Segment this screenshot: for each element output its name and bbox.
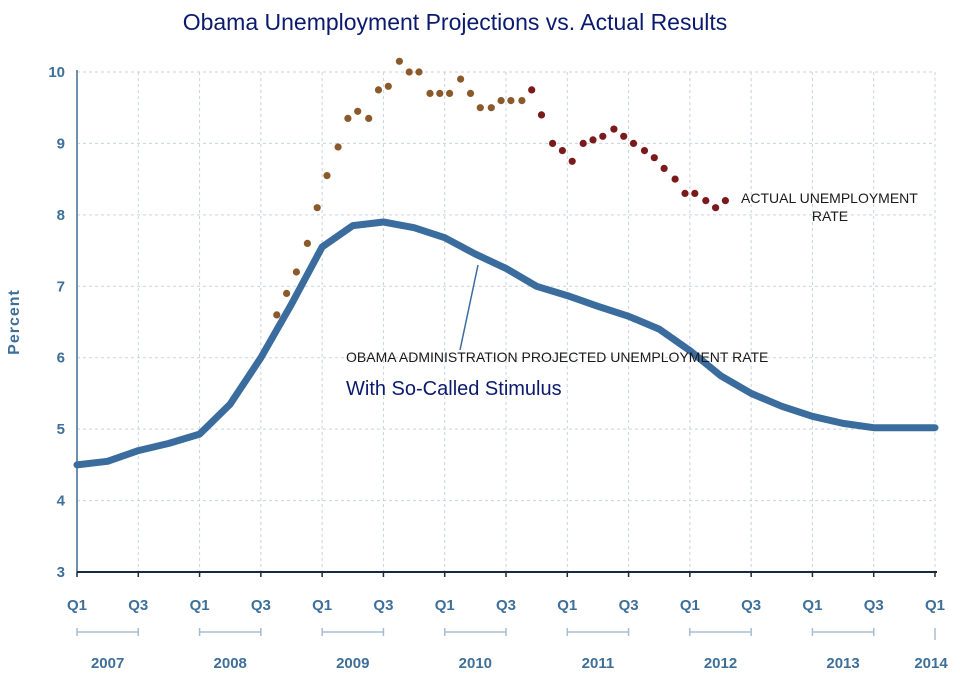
series-projected	[73, 218, 939, 469]
x-tick-label: Q3	[741, 597, 761, 614]
y-tick-label: 10	[48, 64, 65, 81]
y-tick-label: 3	[57, 564, 65, 581]
x-tick-label: Q3	[496, 597, 516, 614]
actual-rate-point	[528, 86, 536, 94]
actual-rate-point	[313, 204, 321, 212]
actual-rate-point	[323, 172, 331, 180]
actual-rate-point	[446, 89, 454, 97]
actual-rate-point	[395, 57, 403, 65]
y-tick-label: 8	[57, 207, 65, 224]
actual-rate-point	[426, 89, 434, 97]
actual-rate-point	[599, 132, 607, 140]
grid-lines	[77, 71, 936, 572]
x-year-labels: 2007 2008 2009 2010 2011 2012 2013 2014	[76, 628, 948, 672]
year-label: 2014	[914, 655, 948, 672]
actual-rate-point	[476, 104, 484, 112]
actual-rate-point	[518, 97, 526, 105]
x-tick-label: Q3	[619, 597, 639, 614]
actual-rate-point	[344, 114, 352, 122]
actual-rate-point	[303, 239, 311, 247]
actual-rate-point	[702, 197, 710, 205]
projected-rate-line	[73, 218, 939, 469]
actual-rate-point	[354, 107, 362, 115]
x-tick-label: Q3	[128, 597, 148, 614]
actual-rate-point	[558, 147, 567, 155]
actual-rate-point	[497, 97, 505, 105]
actual-rate-point	[681, 189, 689, 197]
x-tick-label: Q1	[67, 597, 87, 614]
actual-rate-point	[671, 175, 679, 183]
actual-rate-point	[507, 97, 515, 105]
actual-rate-point	[629, 139, 638, 147]
x-tick-label: Q1	[925, 597, 945, 614]
actual-rate-point	[691, 189, 699, 197]
actual-rate-point	[487, 104, 495, 112]
actual-rate-point	[374, 86, 383, 94]
actual-rate-point	[568, 157, 576, 165]
actual-rate-label-line2: RATE	[812, 208, 848, 224]
x-tick-labels: Q1 Q3 Q1 Q3 Q1 Q3 Q1 Q3 Q1 Q3 Q1 Q3 Q1 Q3 Q1	[67, 597, 945, 614]
actual-rate-point	[283, 289, 291, 297]
x-tick-label: Q1	[557, 597, 577, 614]
actual-rate-point	[640, 147, 649, 155]
x-tick-label: Q1	[680, 597, 700, 614]
y-tick-label: 5	[57, 421, 65, 438]
y-tick-label: 6	[57, 350, 65, 367]
y-tick-labels: 3 4 5 6 7 8 9 10	[48, 64, 65, 581]
year-label: 2009	[336, 655, 369, 672]
year-label: 2007	[91, 655, 124, 672]
actual-rate-point	[650, 154, 658, 162]
actual-rate-point	[466, 89, 475, 97]
year-label: 2011	[582, 655, 615, 672]
actual-rate-point	[549, 139, 557, 147]
chart-title: Obama Unemployment Projections vs. Actua…	[183, 9, 728, 35]
series-actual	[273, 57, 730, 319]
x-tick-label: Q1	[435, 597, 455, 614]
actual-rate-point	[712, 204, 720, 212]
actual-rate-point	[457, 75, 465, 83]
actual-rate-point	[415, 68, 423, 76]
actual-rate-point	[436, 89, 444, 97]
actual-rate-point	[660, 164, 668, 172]
actual-rate-point	[405, 68, 413, 76]
year-label: 2013	[826, 655, 859, 672]
x-tick-label: Q3	[251, 597, 271, 614]
axes	[76, 70, 937, 577]
actual-rate-point	[365, 114, 373, 122]
year-label: 2010	[459, 655, 492, 672]
x-tick-label: Q3	[373, 597, 393, 614]
stimulus-label: With So-Called Stimulus	[346, 378, 562, 400]
x-tick-label: Q1	[312, 597, 332, 614]
actual-rate-point	[610, 125, 618, 133]
actual-rate-point	[589, 136, 597, 144]
actual-rate-point	[334, 143, 342, 151]
actual-rate-point	[537, 111, 546, 119]
actual-rate-point	[273, 311, 281, 319]
year-label: 2012	[704, 655, 737, 672]
actual-rate-point	[579, 139, 587, 147]
y-axis-label: Percent	[6, 289, 23, 355]
actual-rate-point	[292, 268, 300, 276]
y-tick-label: 7	[57, 278, 65, 295]
x-tick-label: Q3	[864, 597, 884, 614]
actual-rate-label: ACTUAL UNEMPLOYMENT	[741, 190, 918, 206]
actual-rate-point	[384, 82, 392, 90]
projected-rate-label: OBAMA ADMINISTRATION PROJECTED UNEMPLOYM…	[346, 349, 768, 365]
actual-rate-point	[721, 197, 730, 205]
x-tick-label: Q1	[190, 597, 210, 614]
y-tick-label: 9	[57, 135, 65, 152]
year-label: 2008	[214, 655, 247, 672]
x-tick-label: Q1	[802, 597, 822, 614]
annotation-pointer-line	[459, 264, 479, 351]
y-tick-label: 4	[57, 493, 66, 510]
actual-rate-point	[620, 132, 628, 140]
